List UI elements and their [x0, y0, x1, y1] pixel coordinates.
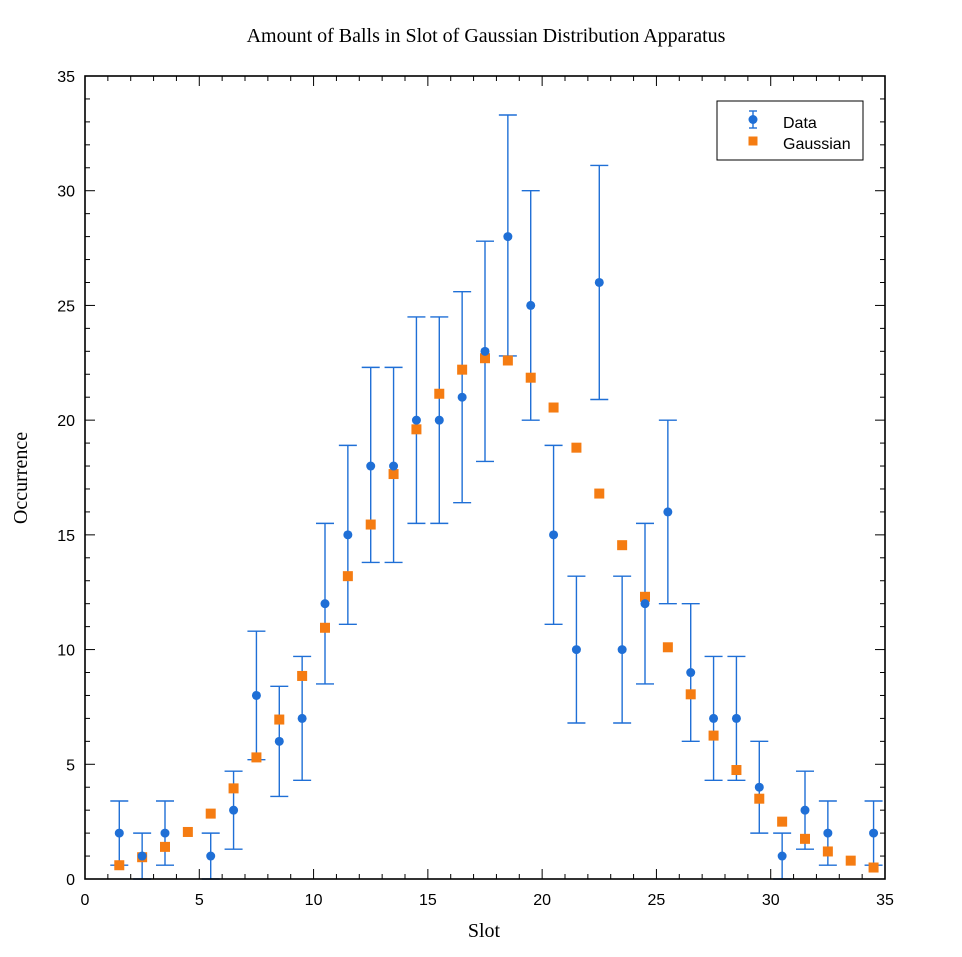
- data-point: [160, 828, 170, 838]
- legend-gaussian-label: Gaussian: [783, 136, 851, 153]
- gaussian-point: [525, 372, 536, 383]
- gaussian-point: [548, 402, 559, 413]
- gaussian-point: [617, 540, 628, 551]
- gaussian-point: [205, 808, 216, 819]
- legend-data-marker: [748, 115, 758, 124]
- plot-frame: [84, 75, 886, 880]
- gaussian-point: [754, 793, 765, 804]
- error-bars: [110, 114, 883, 880]
- gaussian-point: [640, 591, 650, 602]
- gaussian-points: [114, 353, 879, 873]
- data-point: [297, 713, 307, 723]
- gaussian-point: [845, 855, 856, 866]
- gaussian-point: [228, 783, 239, 794]
- axis-ticks: [84, 75, 886, 880]
- data-point: [777, 851, 787, 861]
- data-point: [823, 828, 833, 838]
- data-point: [366, 461, 376, 471]
- y-tick-label: 5: [66, 757, 75, 774]
- data-point: [640, 599, 650, 609]
- data-point: [457, 392, 467, 402]
- x-tick-labels: 0 5 10 15 20 25 30 35: [81, 892, 894, 909]
- data-point: [389, 461, 399, 471]
- data-point: [114, 828, 124, 838]
- x-tick-label: 0: [81, 892, 90, 909]
- data-point: [571, 645, 581, 655]
- gaussian-point: [342, 571, 353, 582]
- data-point: [503, 232, 513, 242]
- x-tick-label: 10: [305, 892, 323, 909]
- x-tick-label: 35: [876, 892, 894, 909]
- y-tick-label: 20: [57, 413, 75, 430]
- gaussian-point: [365, 519, 376, 530]
- data-points: [114, 232, 879, 861]
- y-tick-label: 25: [57, 298, 75, 315]
- data-point: [229, 805, 239, 815]
- y-tick-label: 15: [57, 528, 75, 545]
- data-point: [320, 599, 330, 609]
- data-point: [731, 713, 741, 723]
- data-point: [251, 690, 261, 700]
- x-axis-label: Slot: [468, 920, 501, 942]
- gaussian-point: [731, 765, 742, 776]
- data-point: [526, 300, 536, 310]
- gaussian-point: [777, 816, 788, 827]
- data-point: [869, 828, 879, 838]
- legend-box: [716, 100, 864, 161]
- gaussian-point: [457, 364, 468, 375]
- gaussian-point: [480, 353, 490, 364]
- gaussian-point: [251, 752, 262, 763]
- gaussian-point: [822, 846, 833, 857]
- legend-gaussian-marker: [748, 136, 758, 146]
- data-point: [343, 530, 353, 540]
- gaussian-point: [868, 862, 879, 873]
- gaussian-point: [297, 670, 308, 681]
- gaussian-point: [685, 689, 696, 700]
- gaussian-point: [114, 860, 125, 871]
- data-point: [617, 645, 627, 655]
- gaussian-point: [708, 730, 719, 741]
- y-tick-label: 35: [57, 69, 75, 86]
- y-tick-labels: 0 5 10 15 20 25 30 35: [57, 69, 75, 889]
- data-point: [137, 851, 147, 861]
- gaussian-point: [800, 833, 810, 844]
- data-point: [411, 415, 421, 425]
- y-tick-label: 0: [66, 872, 75, 889]
- chart-title: Amount of Balls in Slot of Gaussian Dist…: [247, 25, 726, 47]
- data-point: [709, 713, 719, 723]
- data-point: [663, 507, 673, 517]
- data-point: [686, 668, 696, 678]
- data-point: [480, 346, 490, 356]
- gaussian-point: [320, 622, 330, 633]
- x-tick-label: 20: [533, 892, 551, 909]
- x-tick-label: 5: [195, 892, 204, 909]
- legend-data-label: Data: [783, 115, 817, 132]
- gaussian-point: [502, 355, 513, 366]
- y-axis-label: Occurrence: [10, 432, 32, 524]
- gaussian-point: [274, 714, 285, 725]
- data-point: [800, 805, 810, 815]
- gaussian-point: [182, 826, 193, 837]
- data-point: [434, 415, 444, 425]
- legend: Data Gaussian: [716, 100, 864, 161]
- gaussian-point: [594, 488, 605, 499]
- data-point: [754, 782, 764, 792]
- data-point: [549, 530, 559, 540]
- y-tick-label: 30: [57, 184, 75, 201]
- gaussian-point: [434, 388, 445, 399]
- gaussian-point: [662, 642, 673, 653]
- data-point: [206, 851, 216, 861]
- x-tick-label: 25: [648, 892, 666, 909]
- data-point: [274, 736, 284, 746]
- x-tick-label: 30: [762, 892, 780, 909]
- data-point: [594, 277, 604, 287]
- x-tick-label: 15: [419, 892, 437, 909]
- y-tick-label: 10: [57, 643, 75, 660]
- gaussian-point: [571, 442, 582, 453]
- gaussian-point: [411, 424, 422, 435]
- gaussian-point: [388, 469, 399, 480]
- gaussian-point: [160, 841, 170, 852]
